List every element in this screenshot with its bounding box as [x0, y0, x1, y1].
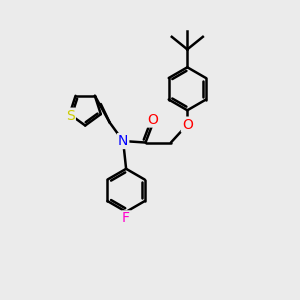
Text: F: F	[122, 212, 130, 225]
Text: O: O	[148, 112, 158, 127]
Text: N: N	[118, 134, 128, 148]
Text: S: S	[66, 109, 75, 123]
Text: O: O	[182, 118, 193, 132]
